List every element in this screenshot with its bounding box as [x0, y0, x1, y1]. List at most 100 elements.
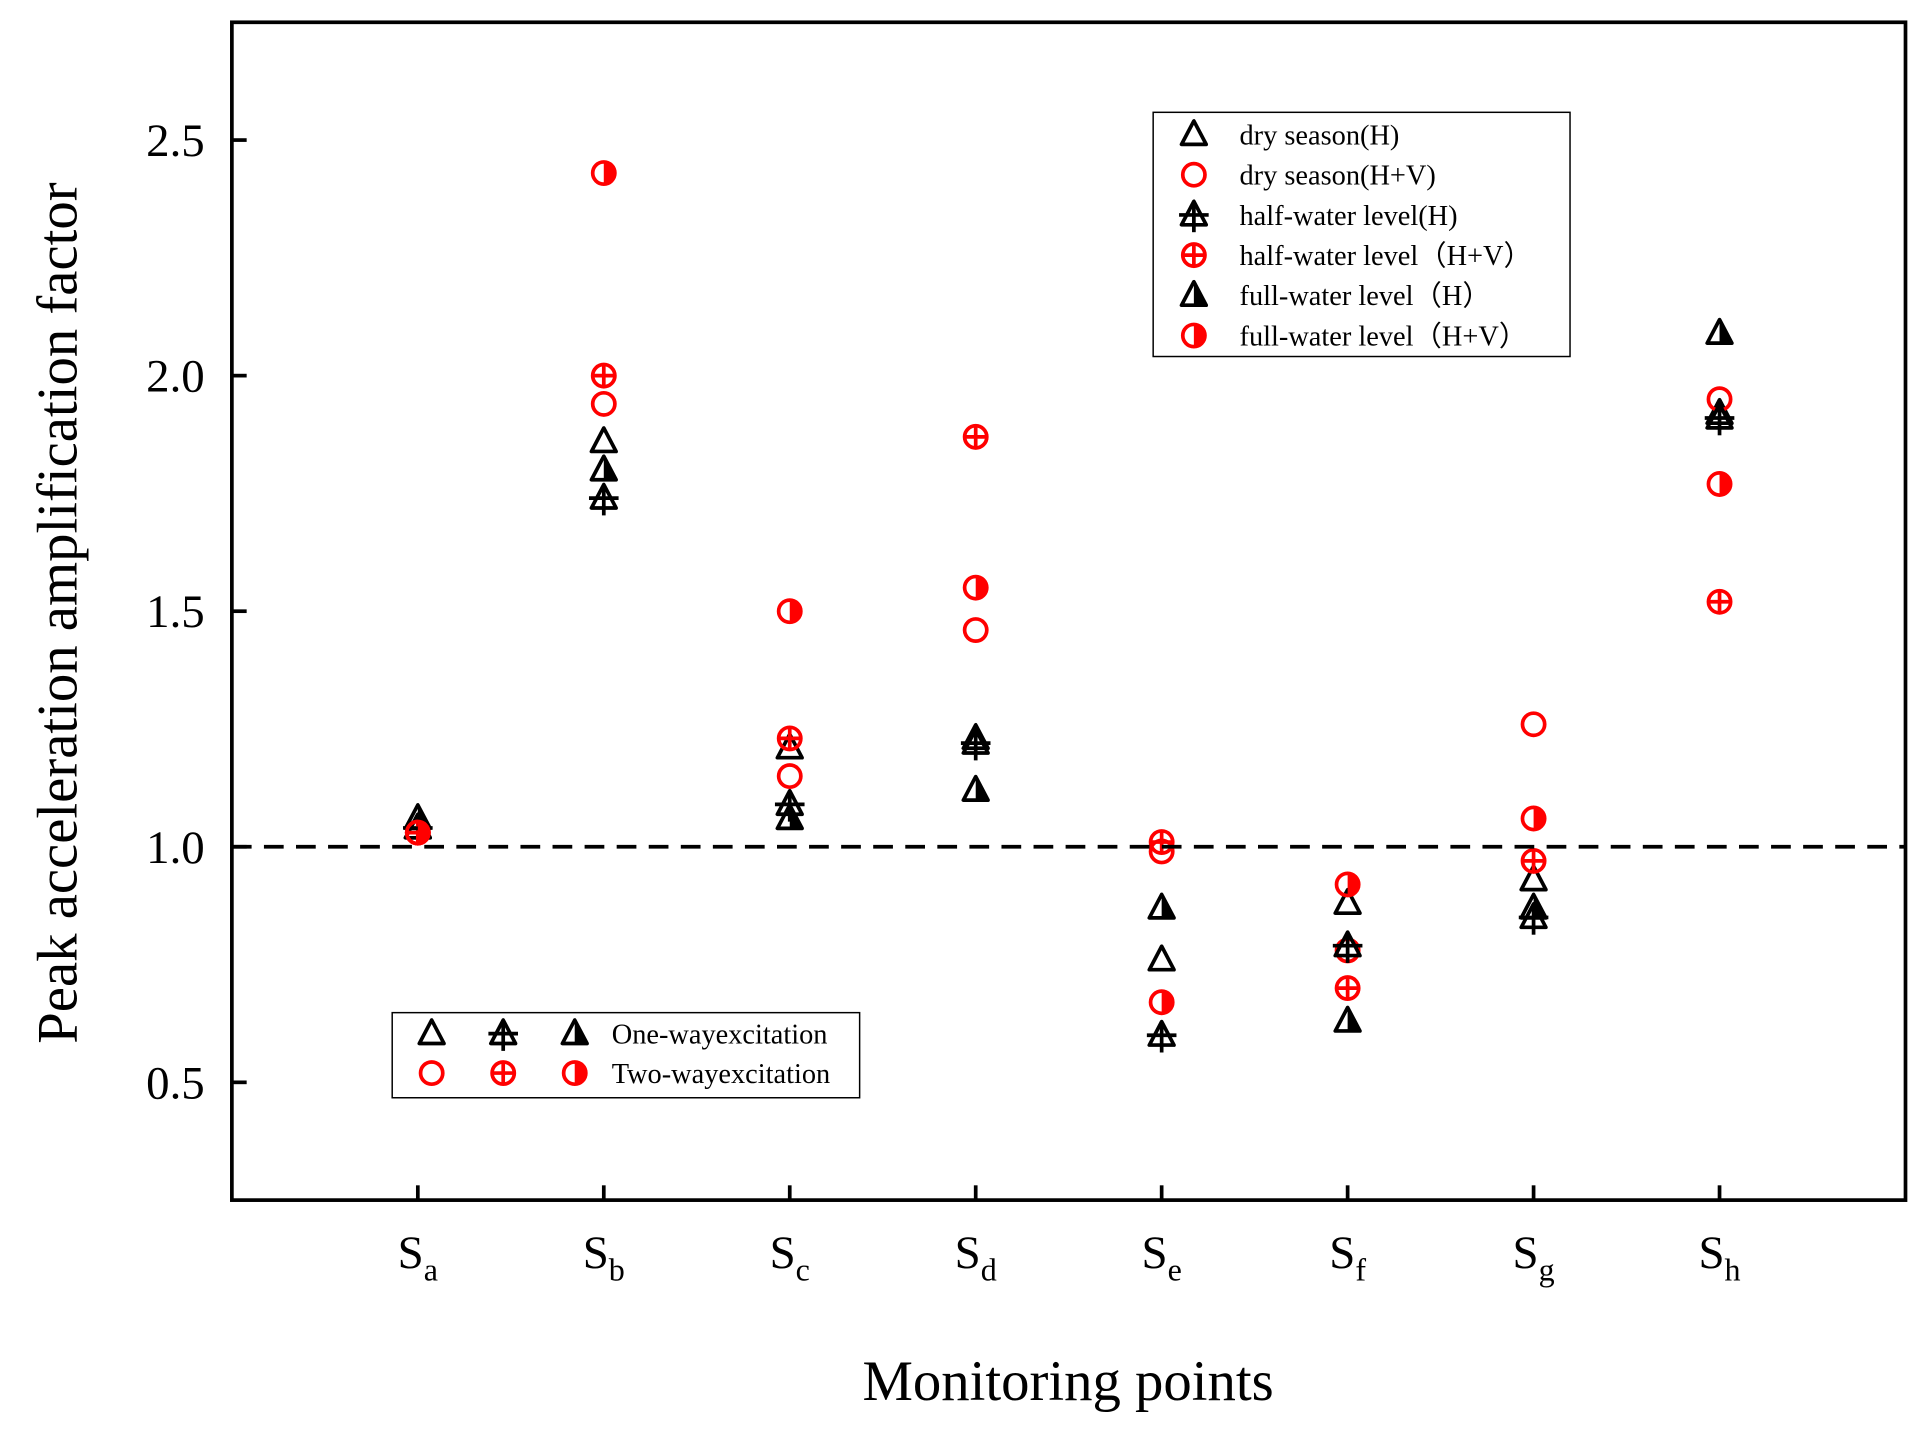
legend-marker [560, 1018, 589, 1046]
data-point [589, 454, 618, 482]
legend-marker [417, 1018, 446, 1046]
x-axis-label: Monitoring points [862, 1350, 1273, 1413]
data-point [1333, 1005, 1362, 1033]
data-point [962, 617, 989, 643]
half-fill [1533, 806, 1546, 831]
half-fill [1719, 471, 1732, 497]
data-point [1706, 471, 1733, 497]
legend-marker [561, 1060, 588, 1087]
legend-marker [1180, 161, 1207, 188]
triangle-marker [589, 426, 618, 454]
circle-marker [1180, 161, 1207, 188]
legend-marker [1180, 322, 1207, 349]
circle-marker [776, 763, 803, 790]
triangle-marker [1333, 887, 1362, 916]
legend-marker [1179, 119, 1209, 147]
half-fill [1533, 894, 1546, 918]
half-fill [1347, 1007, 1360, 1031]
y-tick-label: 2.5 [146, 115, 205, 167]
legend-marker [1179, 279, 1209, 308]
data-point [590, 362, 617, 389]
data-marks [403, 160, 1735, 1053]
x-tick-label: Sf [1329, 1227, 1366, 1287]
data-point [1334, 871, 1361, 898]
triangle-marker [417, 1018, 446, 1046]
y-tick-label: 0.5 [146, 1057, 205, 1109]
y-axis-label: Peak acceleration amplification factor [26, 182, 89, 1043]
triangle-marker [1147, 944, 1176, 972]
legend-marker [1180, 242, 1207, 269]
half-fill [603, 160, 617, 186]
data-point [962, 423, 989, 450]
data-point [1334, 975, 1361, 1002]
data-point [961, 774, 990, 802]
x-tick-label: Sh [1698, 1227, 1740, 1287]
half-fill [1161, 989, 1174, 1015]
data-point [1147, 892, 1176, 920]
data-point [1332, 930, 1363, 963]
legend-label: dry season(H+V) [1240, 161, 1436, 192]
legend-label: full-water level（H） [1240, 280, 1491, 312]
y-tick-label: 1.0 [146, 822, 205, 874]
triangle-marker [1519, 864, 1548, 892]
data-point [962, 574, 989, 601]
data-point [1147, 944, 1176, 972]
x-tick-label: Sa [398, 1227, 438, 1287]
data-point [776, 725, 803, 752]
legend-box [1152, 111, 1571, 358]
data-point [589, 426, 618, 454]
half-fill [975, 776, 989, 801]
triangle-marker [1179, 119, 1209, 147]
data-point [1705, 317, 1734, 345]
x-tick-label: Sg [1513, 1227, 1555, 1287]
half-fill [1193, 281, 1207, 306]
data-point [1519, 892, 1548, 920]
half-fill [975, 575, 989, 600]
x-tick-label: Sc [770, 1227, 810, 1287]
half-fill [574, 1060, 588, 1086]
data-point [1146, 1019, 1177, 1053]
legend-label: half-water level(H) [1240, 201, 1458, 232]
data-point [1333, 887, 1362, 916]
data-point [775, 803, 804, 831]
legend-label: full-water level（H+V） [1240, 320, 1528, 352]
excitation-legend-box [391, 1011, 861, 1099]
circle-marker [962, 617, 989, 643]
legend-marker [418, 1060, 445, 1087]
data-point [590, 160, 617, 186]
excitation-legend: One-wayexcitation Two-wayexcitation [391, 1011, 861, 1099]
data-point [1519, 864, 1548, 892]
legend-label: Two-wayexcitation [612, 1059, 831, 1090]
data-point [1520, 805, 1547, 832]
half-fill [1347, 872, 1360, 897]
legend-marker [490, 1060, 517, 1087]
legend-label: One-wayexcitation [612, 1019, 828, 1050]
x-tick-label: Se [1142, 1227, 1182, 1287]
circle-marker [418, 1060, 445, 1087]
legend-marker [488, 1018, 518, 1051]
data-point [404, 819, 431, 846]
circle-marker [1520, 711, 1547, 738]
half-fill [789, 598, 803, 624]
y-tick-label: 2.0 [146, 351, 205, 403]
legend-label: half-water level（H+V） [1240, 240, 1532, 272]
data-point [776, 763, 803, 790]
y-axis: 0.5 1.0 1.5 2.0 2.5 [146, 115, 247, 1109]
legend-marker [1179, 199, 1209, 233]
data-point [776, 598, 803, 625]
half-fill [1193, 323, 1207, 348]
half-fill [417, 820, 431, 845]
data-point [960, 727, 991, 761]
data-point [1520, 847, 1547, 874]
data-point [588, 482, 619, 516]
circle-marker [590, 390, 617, 417]
half-fill [1719, 319, 1732, 344]
half-fill [574, 1020, 588, 1044]
x-axis: Sa Sb Sc Sd Se Sf Sg Sh [398, 1185, 1741, 1287]
y-tick-label: 1.5 [146, 586, 205, 638]
data-point [1520, 711, 1547, 738]
data-point [1706, 588, 1733, 615]
legend-label: dry season(H) [1240, 120, 1400, 151]
x-tick-label: Sd [955, 1227, 997, 1287]
